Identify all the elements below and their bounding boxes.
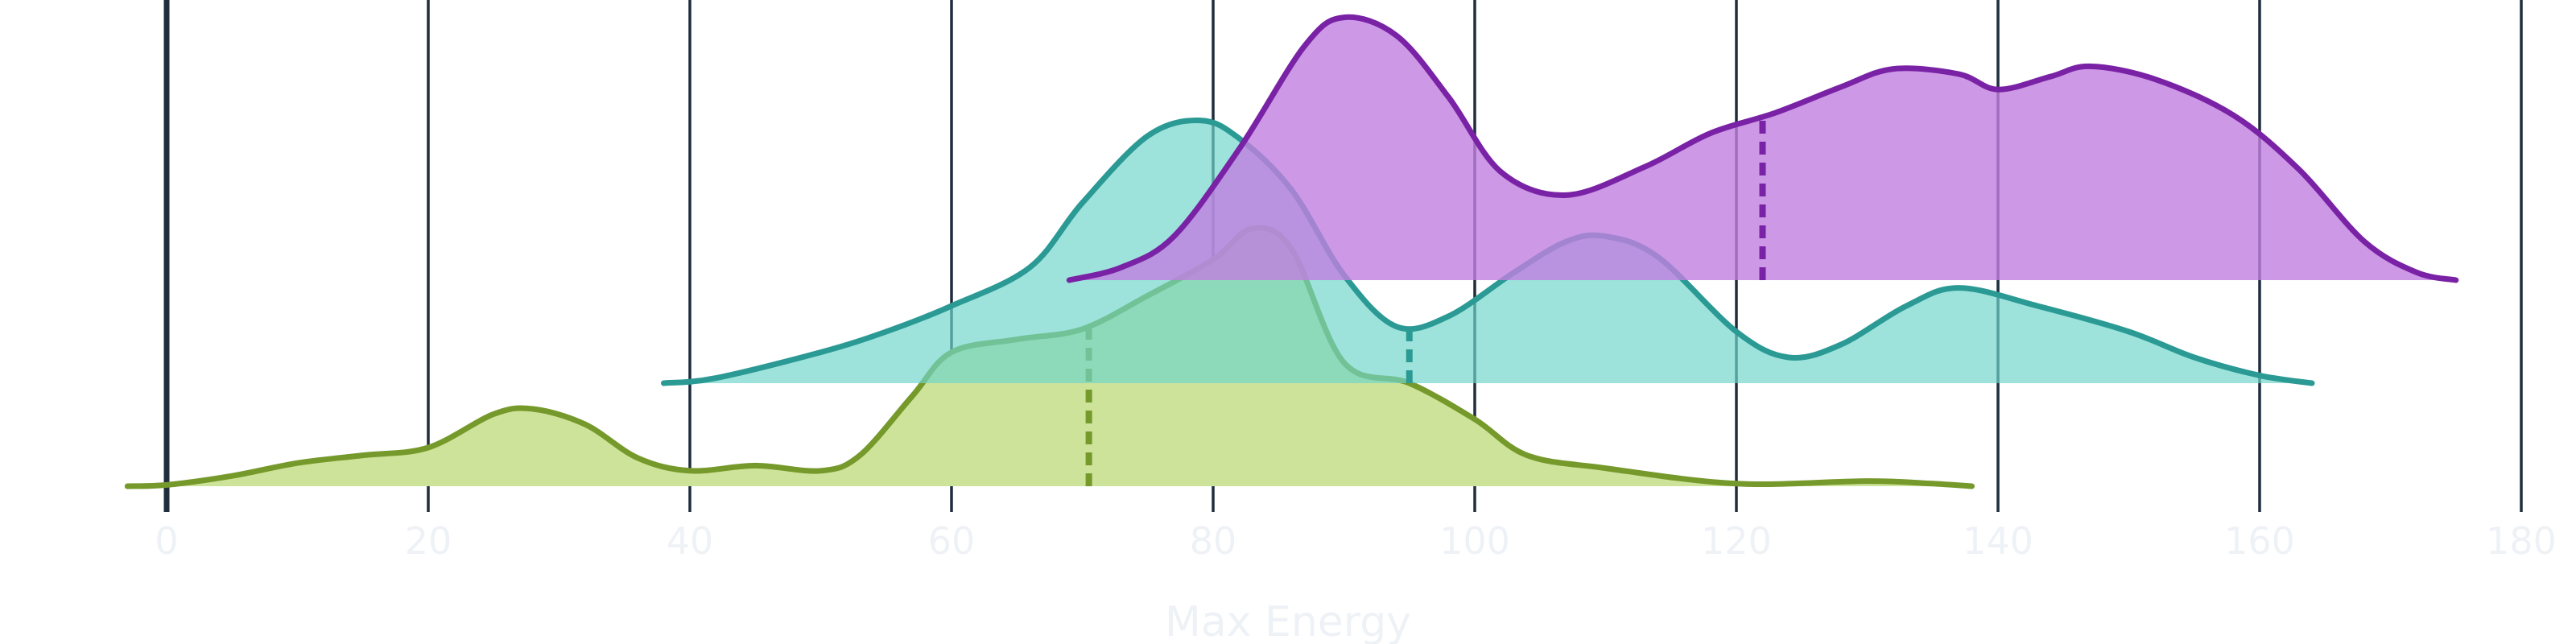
x-tick-label: 80 — [1190, 519, 1237, 563]
x-axis-title: Max Energy — [1165, 598, 1411, 644]
x-tick-labels: 0 20 40 60 80 100 120 140 160 180 — [155, 519, 2557, 563]
x-tick-label: 180 — [2486, 519, 2557, 563]
ridge-fill — [663, 120, 2312, 383]
x-tick-label: 160 — [2224, 519, 2295, 563]
x-tick-label: 60 — [928, 519, 976, 563]
x-tick-label: 100 — [1439, 519, 1510, 563]
ridges — [124, 14, 2459, 489]
x-tick-label: 120 — [1701, 519, 1772, 563]
ridge-outline — [661, 118, 2315, 386]
x-tick-label: 140 — [1963, 519, 2033, 563]
ridge-series — [661, 118, 2315, 386]
x-tick-label: 20 — [405, 519, 452, 563]
ridge-outline — [1066, 14, 2459, 283]
x-tick-label: 40 — [667, 519, 714, 563]
ridge-series — [1066, 14, 2459, 283]
x-tick-label: 0 — [155, 519, 178, 563]
